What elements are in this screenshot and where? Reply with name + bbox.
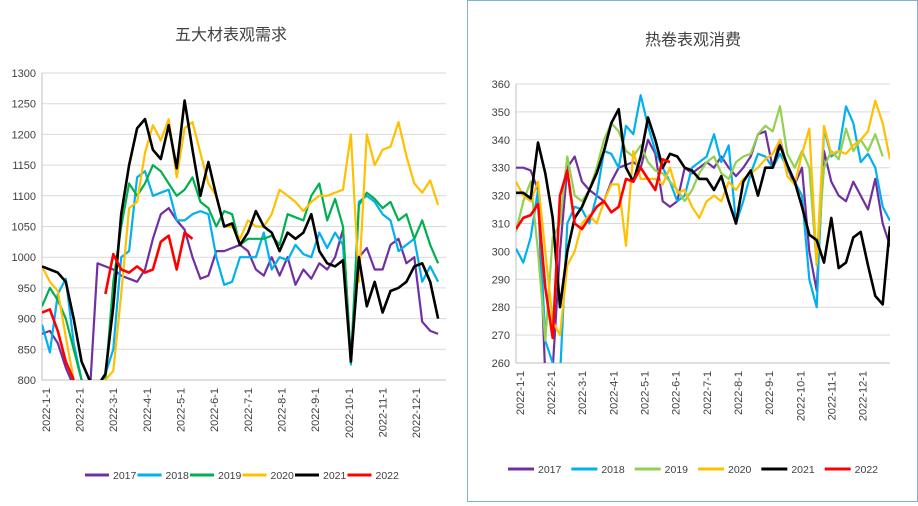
x-tick-label: 2022-9-1: [310, 388, 322, 432]
legend-label-2020: 2020: [728, 464, 752, 476]
x-tick-label: 2022-8-1: [277, 388, 289, 432]
x-tick-label: 2022-10-1: [344, 388, 356, 438]
x-tick-label: 2022-3-1: [577, 371, 589, 415]
y-tick-label: 260: [492, 358, 510, 370]
x-tick-label: 2022-12-1: [411, 388, 423, 438]
series-line-2019: [42, 164, 440, 380]
right-chart-title: 热卷表观消费: [645, 30, 741, 49]
legend-label-2019: 2019: [665, 464, 689, 476]
left-chart-svg: 五大材表观需求 800 850 900 950 1000 1050 1100 1150 1200…: [12, 25, 446, 482]
y-tick-label: 340: [492, 135, 510, 147]
series-line-2021: [42, 99, 440, 380]
x-tick-label: 2022-8-1: [733, 371, 745, 415]
y-tick-label: 310: [492, 219, 510, 231]
series-group: [516, 94, 890, 363]
x-tick-label: 2022-1-1: [41, 388, 53, 432]
legend-label-2021: 2021: [323, 470, 347, 482]
y-tick-label: 1200: [12, 129, 36, 141]
x-tick-label: 2022-2-1: [75, 388, 87, 432]
x-tick-label: 2022-11-1: [827, 371, 839, 420]
y-tick-label: 800: [18, 375, 36, 387]
x-tick-label: 2022-11-1: [378, 388, 390, 437]
x-tick-label: 2022-7-1: [243, 388, 255, 432]
series-group: [42, 99, 440, 380]
legend-label-2018: 2018: [601, 464, 625, 476]
y-tick-label: 360: [492, 79, 510, 91]
y-tick-label: 1250: [12, 99, 36, 111]
y-tick-label: 350: [492, 107, 510, 119]
x-tick-label: 2022-2-1: [546, 371, 558, 415]
right-chart-panel: 热卷表观消费 260 270 280 290 300 310 320 330 340 350 360…: [467, 0, 918, 502]
left-chart-panel: 五大材表观需求 800 850 900 950 1000 1050 1100 1150 1200…: [11, 25, 446, 482]
series-line-2018: [42, 170, 440, 380]
legend-label-2018: 2018: [166, 470, 190, 482]
x-tick-label: 2022-6-1: [671, 371, 683, 415]
legend-label-2022: 2022: [376, 470, 400, 482]
y-tick-label: 270: [492, 330, 510, 342]
y-tick-label: 950: [18, 283, 36, 295]
legend-label-2020: 2020: [271, 470, 295, 482]
legend-label-2022: 2022: [855, 464, 879, 476]
y-tick-label: 1300: [12, 68, 36, 80]
x-tick-label: 2022-6-1: [209, 388, 221, 432]
y-tick-label: 1000: [12, 252, 36, 264]
y-tick-label: 1050: [12, 222, 36, 234]
x-tick-label: 2022-12-1: [858, 371, 870, 421]
right-chart-svg: 热卷表观消费 260 270 280 290 300 310 320 330 340 350 360…: [492, 30, 890, 476]
y-tick-label: 280: [492, 302, 510, 314]
series-line-2019: [516, 105, 884, 342]
series-line-2021: [516, 107, 890, 309]
y-tick-label: 1150: [12, 160, 36, 172]
x-tick-label: 2022-5-1: [176, 388, 188, 432]
legend-label-2017: 2017: [113, 470, 137, 482]
x-tick-label: 2022-7-1: [702, 371, 714, 415]
y-tick-label: 300: [492, 246, 510, 258]
x-tick-label: 2022-9-1: [764, 371, 776, 415]
y-tick-label: 1100: [12, 191, 36, 203]
legend-label-2021: 2021: [791, 464, 815, 476]
series-line-2022: [42, 231, 194, 380]
y-tick-label: 320: [492, 191, 510, 203]
series-line-2022: [516, 158, 671, 340]
legend-label-2017: 2017: [538, 464, 562, 476]
x-tick-label: 2022-10-1: [795, 371, 807, 421]
y-tick-label: 850: [18, 344, 36, 356]
y-tick-label: 330: [492, 163, 510, 175]
series-line-2020: [42, 118, 440, 380]
x-tick-label: 2022-4-1: [608, 371, 620, 415]
legend-label-2019: 2019: [218, 470, 242, 482]
series-line-2020: [516, 99, 890, 337]
x-tick-label: 2022-3-1: [108, 388, 120, 432]
x-tick-label: 2022-1-1: [515, 371, 527, 415]
y-tick-label: 290: [492, 274, 510, 286]
x-tick-label: 2022-4-1: [142, 388, 154, 432]
x-tick-label: 2022-5-1: [640, 371, 652, 415]
y-tick-label: 900: [18, 314, 36, 326]
left-chart-title: 五大材表观需求: [175, 25, 287, 44]
